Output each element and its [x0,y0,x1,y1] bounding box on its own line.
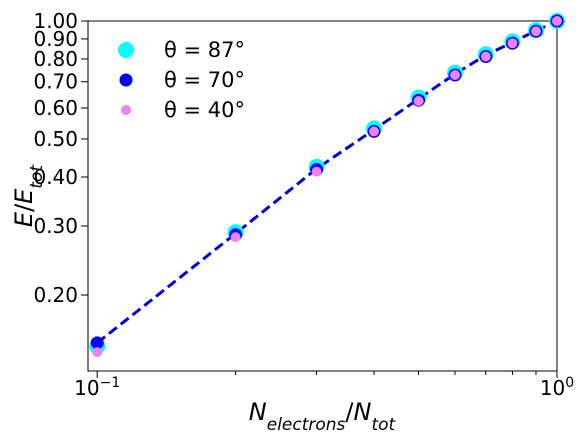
x-axis-label: Nelectrons/Ntot [249,398,397,435]
y-axis-label: E/Etot [10,164,47,228]
point-series-3 [450,70,460,80]
point-series-3 [552,16,562,26]
y-tick-label: 0.70 [33,70,78,94]
y-tick-label: 0.50 [33,127,78,151]
legend: θ = 87° θ = 70° θ = 40° [118,38,245,122]
fit-line [96,19,558,345]
y-tick-label: 1.00 [33,9,78,33]
legend-marker [118,42,134,58]
x-tick-label: 100 [540,375,574,400]
legend-marker [119,73,133,87]
point-series-3 [230,232,241,243]
y-tick-label: 0.60 [33,96,78,120]
x-axis-ticks: 10−1 100 [74,371,574,400]
point-series-3 [92,347,103,358]
legend-label: θ = 87° [164,38,245,62]
legend-label: θ = 70° [164,68,245,92]
point-series-3 [413,96,424,106]
point-series-3 [480,51,491,62]
point-series-3 [531,26,541,37]
point-series-3 [311,166,322,177]
fit-line-layer [96,19,558,345]
y-tick-label: 0.30 [33,214,78,238]
point-series-3 [369,126,379,137]
y-tick-label: 0.40 [33,165,78,189]
plot-area [87,20,558,372]
legend-label: θ = 40° [164,98,245,122]
y-axis-ticks: 0.20 0.30 0.40 0.50 0.600.700.800.901.00 [33,9,88,307]
points-layer [89,13,565,358]
point-series-3 [507,38,518,49]
y-tick-label: 0.90 [33,27,78,51]
x-tick-label: 10−1 [74,375,120,400]
point-series-2 [90,336,104,350]
y-tick-label: 0.20 [33,283,78,307]
y-tick-label: 0.80 [33,47,78,71]
legend-marker [121,105,131,115]
